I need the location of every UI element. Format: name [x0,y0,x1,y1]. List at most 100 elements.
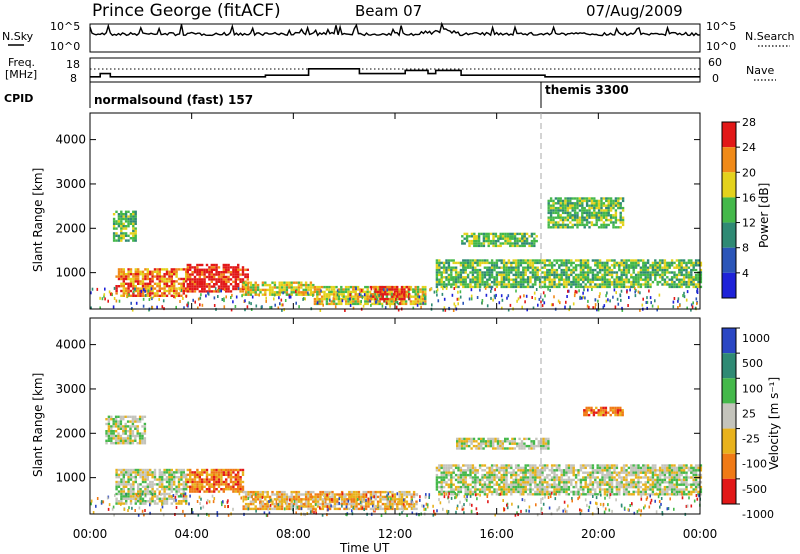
power-cell [137,277,140,281]
velocity-cell [225,468,228,472]
power-scatter [180,289,182,292]
velocity-cell [141,432,144,435]
power-cell [511,237,514,240]
velocity-cell [119,439,123,442]
velocity-cell [217,480,221,484]
velocity-cell [463,440,466,443]
velocity-cell [490,485,494,489]
power-scatter [302,297,304,301]
velocity-cell [186,485,189,488]
power-scatter [509,303,512,307]
velocity-cell [348,502,351,506]
power-cell [459,276,463,279]
velocity-cell [435,469,439,472]
velocity-cell [137,492,140,496]
power-cell [186,275,189,279]
power-cell [302,293,305,296]
power-cell [414,302,417,306]
power-cell [621,209,625,212]
velocity-cell [547,440,550,443]
power-cell [137,282,140,285]
power-cell [680,280,683,284]
power-cell [505,276,508,279]
power-cell [112,222,116,225]
power-scatter [283,308,285,312]
power-cell [325,288,329,291]
power-cell [595,214,598,217]
power-cell [356,297,360,301]
velocity-cell [357,495,361,499]
power-cell [560,283,563,286]
power-cell [203,268,206,271]
velocity-cell [143,427,147,430]
power-cell [605,226,608,229]
power-cell [117,213,121,216]
velocity-cell [512,488,515,491]
power-cell [115,227,118,230]
velocity-cell [483,485,487,489]
power-cell [526,278,530,281]
velocity-cell [477,442,480,445]
power-cell [477,244,481,248]
power-cell [690,259,693,262]
power-cell [244,281,248,284]
power-cell [590,216,594,219]
power-cell [438,271,441,274]
power-cell [576,199,579,203]
power-cell [182,287,185,290]
power-cell [132,227,135,230]
velocity-cell [495,476,499,479]
power-cell [600,216,603,219]
power-cell [141,292,145,295]
power-cell [536,266,539,269]
velocity-cell [217,485,221,488]
velocity-cell [475,444,478,448]
power-cell [528,235,531,238]
power-cell [252,283,255,287]
velocity-cell [541,490,544,494]
power-cell [416,290,420,294]
velocity-cell [117,432,120,435]
power-cell [424,295,427,298]
power-cell [548,261,551,265]
power-cell [622,278,626,281]
velocity-cell [124,415,127,418]
power-scatter [436,293,438,297]
velocity-cell [222,468,225,472]
velocity-cell [445,466,448,470]
power-cell [378,302,381,306]
velocity-cell [532,447,536,450]
power-cell [227,290,230,293]
power-cell [694,261,698,265]
power-cell [663,266,667,269]
velocity-cell [460,447,464,450]
power-cell [366,290,369,294]
power-cell [578,204,582,207]
velocity-cell [256,498,260,501]
velocity-cell [268,495,272,499]
velocity-cell [191,483,194,486]
power-cell [632,278,635,281]
power-cell [524,273,527,277]
velocity-cell [210,490,213,493]
power-cell [210,275,213,279]
velocity-cell [526,469,530,472]
power-cell [246,275,249,279]
velocity-cell [512,490,515,494]
velocity-cell [534,481,537,484]
power-cell [666,280,669,284]
power-cell [526,276,530,279]
power-cell [225,271,228,274]
power-cell [625,276,628,279]
velocity-cell [474,490,477,494]
power-cell [579,261,583,265]
power-cell [593,209,596,212]
power-scatter [634,290,636,294]
velocity-cell [512,473,515,477]
velocity-cell [452,464,455,467]
power-cell [571,223,574,227]
velocity-cell [480,444,483,448]
power-cell [435,271,439,274]
power-cell [227,285,230,288]
power-cell [600,218,603,222]
